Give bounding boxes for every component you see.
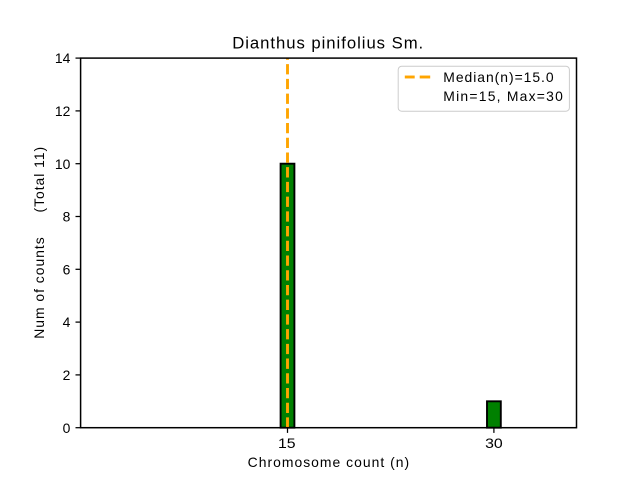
svg-text:Min=15, Max=30: Min=15, Max=30 [443, 88, 563, 104]
svg-text:14: 14 [55, 50, 71, 66]
svg-text:12: 12 [55, 103, 71, 119]
svg-text:0: 0 [63, 420, 71, 436]
svg-text:Chromosome count (n): Chromosome count (n) [248, 454, 410, 470]
svg-text:Num of counts: Num of counts [31, 237, 47, 339]
svg-text:Dianthus pinifolius Sm.: Dianthus pinifolius Sm. [232, 33, 423, 52]
svg-text:8: 8 [63, 209, 71, 225]
svg-text:15: 15 [278, 435, 296, 451]
svg-text:(Total 11): (Total 11) [31, 147, 47, 213]
svg-text:2: 2 [63, 367, 71, 383]
svg-text:Median(n)=15.0: Median(n)=15.0 [443, 69, 554, 85]
svg-text:4: 4 [63, 314, 71, 330]
svg-text:30: 30 [485, 435, 503, 451]
svg-text:10: 10 [55, 156, 71, 172]
svg-text:6: 6 [63, 261, 71, 277]
